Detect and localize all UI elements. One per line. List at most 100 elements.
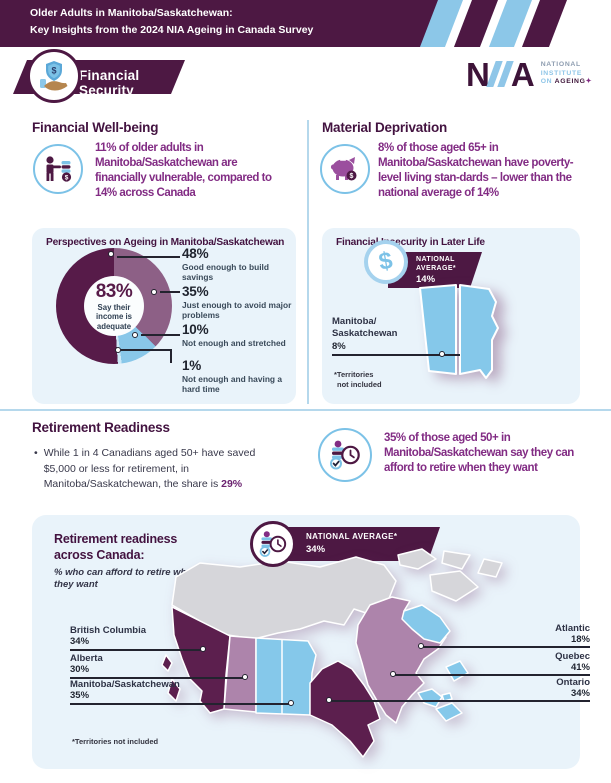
- income-donut: 83% Say their income is adequate: [56, 248, 172, 364]
- section-badge-circle: $: [27, 49, 81, 103]
- region-value: 8%: [332, 341, 346, 352]
- svg-text:$: $: [350, 173, 354, 180]
- retirement-bullet-value: 29%: [221, 478, 243, 490]
- label-alberta-value: 30%: [70, 664, 90, 675]
- financial-wellbeing-icon-circle: $: [33, 144, 83, 194]
- label-alberta-name: Alberta: [70, 653, 103, 664]
- label-ontario-value: 34%: [570, 688, 590, 699]
- nia-logo-text: NATIONAL INSTITUTE ON AGEING✦: [541, 61, 592, 87]
- leader-line: [117, 256, 180, 258]
- arctic-island-shape: [441, 550, 471, 570]
- arctic-island-shape: [477, 558, 503, 578]
- dollar-badge-circle: $: [364, 240, 408, 284]
- perspectives-card: Perspectives on Ageing in Manitoba/Saska…: [32, 228, 296, 404]
- label-mbsk-value: 35%: [70, 690, 90, 701]
- leader-line: [394, 674, 590, 676]
- legend-value: 48%: [182, 246, 209, 261]
- arctic-island-shape: [397, 548, 437, 570]
- arctic-island-shape: [429, 570, 479, 602]
- donut-center-caption: Say their income is adequate: [96, 303, 132, 331]
- leader-line: [70, 649, 204, 651]
- leader-dot: [132, 332, 138, 338]
- leader-line: [422, 646, 590, 648]
- label-atlantic-value: 18%: [570, 634, 590, 645]
- header-banner: Older Adults in Manitoba/Saskatchewan: K…: [0, 0, 446, 47]
- legend-value: 1%: [182, 358, 202, 373]
- label-atlantic-name: Atlantic: [555, 623, 590, 634]
- label-ontario-name: Ontario: [556, 677, 590, 688]
- legend-value: 35%: [182, 284, 209, 299]
- section-divider: [0, 409, 611, 411]
- leader-line: [70, 703, 292, 705]
- material-deprivation-stat: 8% of those aged 65+ in Manitoba/Saskatc…: [378, 142, 574, 199]
- piggy-bank-icon: $: [329, 153, 361, 185]
- national-average-label2: AVERAGE*: [416, 264, 457, 272]
- region-label-line2: Saskatchewan: [332, 328, 398, 339]
- perspectives-card-title: Perspectives on Ageing in Manitoba/Saska…: [46, 237, 285, 248]
- region-nova-scotia-shape: [435, 702, 463, 722]
- nia-word-ageing: AGEING: [554, 78, 586, 85]
- leader-line: [330, 700, 590, 702]
- nia-logo: N A NATIONAL INSTITUTE ON AGEING✦: [466, 58, 592, 91]
- nia-star-icon: ✦: [585, 78, 593, 85]
- legend-item: 1% Not enough and having a hard time: [182, 358, 292, 394]
- column-divider: [307, 120, 309, 404]
- leader-line: [332, 354, 460, 356]
- retirement-heading: Retirement Readiness: [32, 420, 170, 435]
- leader-line-elbow: [170, 349, 172, 363]
- retirement-bullet: • While 1 in 4 Canadians aged 50+ have s…: [34, 446, 292, 493]
- material-deprivation-heading: Material Deprivation: [322, 120, 448, 135]
- leader-dot: [200, 646, 206, 652]
- shield-hand-icon: $: [37, 59, 71, 93]
- leader-line: [141, 334, 180, 336]
- legend-item: 48% Good enough to build savings: [182, 246, 292, 282]
- legend-desc: Not enough and stretched: [182, 338, 286, 348]
- label-mbsk-name: Manitoba/Saskatchewan: [70, 679, 180, 690]
- nia-word-national: NATIONAL: [540, 61, 581, 68]
- label-quebec-value: 41%: [570, 662, 590, 673]
- region-newfoundland-shape: [445, 660, 469, 682]
- leader-dot: [151, 289, 157, 295]
- bullet-marker: •: [34, 447, 38, 459]
- national-average-label: NATIONAL: [416, 256, 455, 263]
- province-quebec-shape: [355, 596, 447, 724]
- retirement-stat: 35% of those aged 50+ in Manitoba/Saskat…: [384, 432, 574, 474]
- financial-wellbeing-stat: 11% of older adults in Manitoba/Saskatch…: [95, 142, 272, 199]
- province-ontario-shape: [309, 660, 381, 758]
- label-bc-value: 34%: [70, 636, 90, 647]
- territories-footnote-2: not included: [337, 380, 382, 389]
- region-label-line1: Manitoba/: [332, 316, 377, 327]
- national-average-value: 34%: [306, 544, 326, 555]
- retirement-icon-circle: [318, 428, 372, 482]
- donut-center-value: 83%: [95, 281, 133, 303]
- region-labrador-shape: [401, 604, 451, 644]
- leader-dot: [418, 643, 424, 649]
- person-coins-icon: $: [42, 153, 74, 185]
- leader-line: [160, 291, 180, 293]
- financial-wellbeing-heading: Financial Well-being: [32, 120, 159, 135]
- canada-card-title: Retirement readiness across Canada:: [54, 532, 178, 562]
- coins-clock-icon: [327, 437, 363, 473]
- income-donut-center: 83% Say their income is adequate: [84, 276, 144, 336]
- retirement-bullet-text: While 1 in 4 Canadians aged 50+ have sav…: [43, 447, 256, 490]
- bc-island-shape: [161, 654, 173, 672]
- leader-dot: [115, 347, 121, 353]
- legend-item: 10% Not enough and stretched: [182, 322, 292, 348]
- region-maritimes-shape: [417, 688, 443, 708]
- region-pei-shape: [441, 692, 453, 702]
- leader-dot: [108, 251, 114, 257]
- leader-line: [70, 677, 246, 679]
- label-bc-name: British Columbia: [70, 625, 147, 636]
- canada-card: Retirement readiness across Canada: % wh…: [32, 515, 590, 769]
- territories-footnote-1: *Territories: [334, 370, 374, 379]
- header-line1: Older Adults in Manitoba/Saskatchewan:: [30, 7, 233, 19]
- territories-footnote: *Territories not included: [72, 737, 159, 746]
- legend-item: 35% Just enough to avoid major problems: [182, 284, 292, 320]
- canada-map: [161, 548, 503, 758]
- leader-dot: [242, 674, 248, 680]
- svg-text:$: $: [51, 66, 56, 76]
- national-average-label: NATIONAL AVERAGE*: [306, 532, 398, 541]
- canada-card-subtitle: % who can afford to retire when they wan…: [54, 567, 198, 590]
- dollar-swirl-icon: $: [376, 247, 395, 276]
